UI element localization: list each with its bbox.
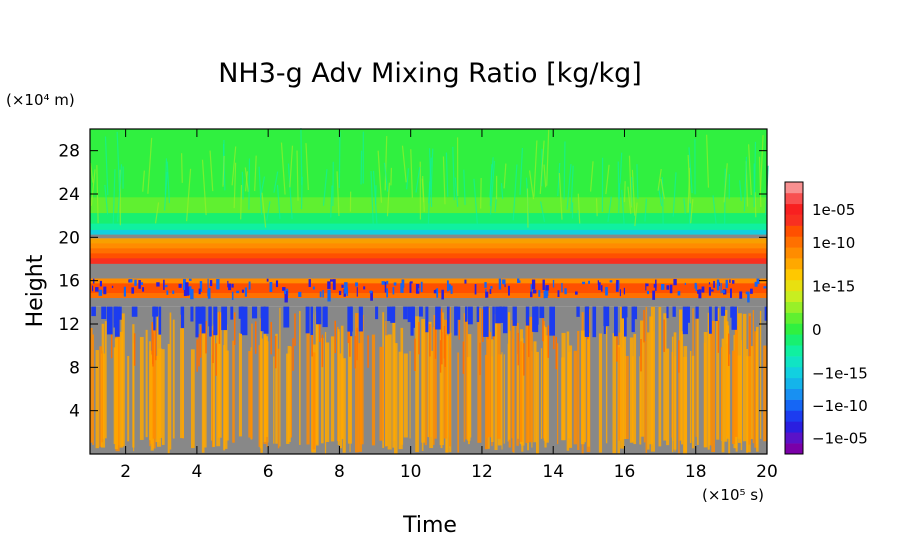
colorbar-swatch	[785, 279, 803, 292]
contour-band-5	[90, 298, 767, 307]
colorbar-tick-label: 1e-05	[812, 201, 855, 219]
y-unit-label: (×10⁴ m)	[6, 91, 75, 109]
x-tick-label: 20	[756, 462, 778, 482]
x-axis-label: Time	[402, 513, 457, 538]
x-tick-label: 4	[191, 462, 202, 482]
x-tick-label: 16	[614, 462, 636, 482]
x-tick-label: 6	[263, 462, 274, 482]
x-unit-label: (×10⁵ s)	[702, 486, 764, 504]
colorbar-swatch	[785, 214, 803, 226]
colorbar-swatch	[785, 410, 803, 422]
x-tick-label: 2	[120, 462, 131, 482]
colorbar-swatch	[785, 323, 803, 335]
colorbar: 1e-05 1e-10 1e-15 0 −1e-15 −1e-10 −1e-05	[784, 181, 868, 455]
x-axis: 2 4 6 8 10 12 14 16 18 20	[120, 129, 778, 482]
y-axis-label: Height	[23, 254, 48, 327]
colorbar-swatch	[785, 192, 803, 205]
chart-title: NH3-g Adv Mixing Ratio [kg/kg]	[218, 58, 642, 89]
colorbar-swatch	[785, 182, 803, 194]
colorbar-tick-label: −1e-10	[812, 397, 868, 415]
colorbar-swatch	[785, 247, 803, 259]
y-tick-label: 16	[58, 272, 80, 292]
colorbar-swatch	[785, 345, 803, 357]
colorbar-tick-label: −1e-05	[812, 430, 868, 448]
y-tick-label: 4	[69, 402, 80, 422]
colorbar-swatch	[785, 312, 803, 324]
colorbar-tick-label: 1e-15	[812, 277, 855, 295]
colorbar-tick-label: −1e-15	[812, 364, 868, 382]
x-tick-label: 18	[685, 462, 707, 482]
colorbar-swatch	[785, 366, 803, 379]
colorbar-swatch	[785, 334, 803, 346]
y-tick-label: 24	[58, 185, 80, 205]
colorbar-swatch	[785, 421, 803, 433]
colorbar-swatch	[785, 301, 803, 313]
colorbar-tick-label: 1e-10	[812, 234, 855, 252]
plot-frame	[89, 128, 768, 455]
colorbar-swatch	[785, 356, 803, 368]
x-tick-label: 8	[334, 462, 345, 482]
colorbar-swatch	[785, 388, 803, 400]
y-tick-label: 28	[58, 142, 80, 162]
colorbar-swatch	[785, 443, 803, 455]
colorbar-swatch	[785, 377, 803, 390]
y-tick-label: 20	[58, 228, 80, 248]
colorbar-tick-label: 0	[812, 321, 822, 339]
colorbar-swatch	[785, 258, 803, 270]
colorbar-swatch	[785, 225, 803, 237]
colorbar-swatch	[785, 432, 803, 444]
contour-band-3	[90, 263, 767, 279]
y-tick-label: 8	[69, 358, 80, 378]
colorbar-frame	[784, 181, 804, 455]
x-tick-label: 14	[542, 462, 564, 482]
x-tick-label: 10	[400, 462, 422, 482]
contour-band-1	[90, 234, 767, 239]
colorbar-swatch	[785, 203, 803, 215]
colorbar-swatch	[785, 236, 803, 248]
y-tick-label: 12	[58, 315, 80, 335]
contour-texture	[89, 128, 769, 454]
y-axis: 4 8 12 16 20 24 28	[58, 142, 767, 422]
colorbar-swatch	[785, 269, 803, 281]
colorbar-swatch	[785, 290, 803, 302]
x-tick-label: 12	[471, 462, 493, 482]
colorbar-swatch	[785, 399, 803, 411]
plot-area	[89, 128, 769, 454]
